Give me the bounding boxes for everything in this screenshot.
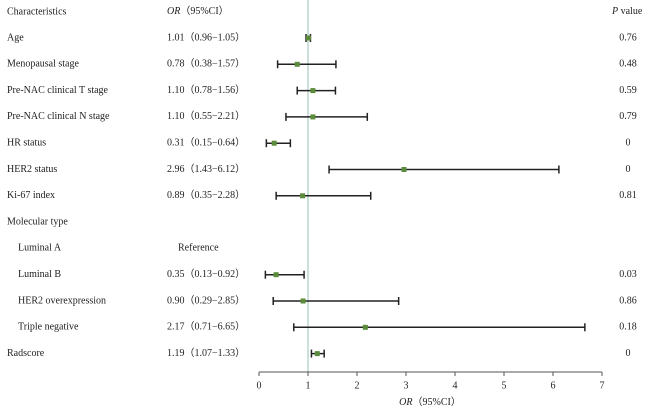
row-label: Pre-NAC clinical N stage — [7, 111, 110, 122]
or-label: Reference — [178, 243, 219, 254]
row-label: Luminal A — [18, 243, 62, 254]
p-value: 0.76 — [619, 32, 637, 43]
x-tick-label: 5 — [502, 380, 507, 391]
or-marker — [271, 140, 277, 146]
p-value: 0 — [626, 164, 631, 175]
or-marker — [305, 35, 311, 41]
p-value: 0.18 — [619, 322, 637, 333]
or-marker — [273, 272, 279, 278]
x-tick-label: 1 — [306, 380, 311, 391]
row-label: Ki-67 index — [7, 190, 55, 201]
or-marker — [300, 193, 306, 199]
or-marker — [294, 61, 300, 67]
p-value: 0.81 — [619, 190, 637, 201]
header-p: P value — [611, 6, 643, 17]
or-marker — [314, 351, 320, 357]
or-marker — [310, 88, 316, 94]
or-marker — [300, 298, 306, 304]
x-tick-label: 6 — [551, 380, 556, 391]
row-label: HER2 status — [7, 164, 57, 175]
or-marker — [310, 114, 316, 120]
or-label: 0.78（0.38−1.57） — [167, 58, 245, 70]
x-tick-label: 0 — [257, 380, 262, 391]
header-p-italic: P — [611, 6, 618, 17]
row-label: Radscore — [7, 348, 45, 359]
p-value: 0.48 — [619, 59, 637, 70]
or-label: 0.31（0.15−0.64） — [167, 136, 245, 148]
row-label: Age — [7, 32, 24, 43]
or-label: 1.10（0.78−1.56） — [167, 84, 245, 96]
x-axis-label: OR（95%CI） — [399, 396, 461, 408]
or-label: 1.10（0.55−2.21） — [167, 110, 245, 122]
x-tick-label: 7 — [600, 380, 605, 391]
or-label: 1.19（1.07−1.33） — [167, 347, 245, 359]
header-characteristics: Characteristics — [7, 6, 67, 17]
x-tick-label: 4 — [453, 380, 458, 391]
header-p-rest: value — [618, 6, 643, 17]
row-label: HR status — [7, 137, 46, 148]
x-tick-label: 2 — [355, 380, 360, 391]
or-label: 2.17（0.71−6.65） — [167, 321, 245, 333]
p-value: 0 — [626, 348, 631, 359]
header-or-italic: OR — [167, 6, 180, 17]
or-label: 0.89（0.35−2.28） — [167, 189, 245, 201]
p-value: 0.03 — [619, 269, 637, 280]
p-value: 0.59 — [619, 85, 637, 96]
x-label-italic: OR — [399, 397, 412, 408]
header-or-rest: （95%CI） — [180, 5, 228, 17]
or-label: 1.01（0.96−1.05） — [167, 31, 245, 43]
or-label: 0.90（0.29−2.85） — [167, 294, 245, 306]
row-label: HER2 overexpression — [18, 295, 106, 306]
row-label: Luminal B — [18, 269, 61, 280]
header-or: OR（95%CI） — [167, 5, 229, 17]
p-value: 0.86 — [619, 295, 637, 306]
x-label-rest: （95%CI） — [413, 396, 461, 408]
or-label: 2.96（1.43−6.12） — [167, 163, 245, 175]
or-label: 0.35（0.13−0.92） — [167, 268, 245, 280]
row-label: Triple negative — [18, 322, 79, 333]
row-label: Pre-NAC clinical T stage — [7, 85, 109, 96]
row-label: Molecular type — [7, 216, 68, 227]
x-tick-label: 3 — [404, 380, 409, 391]
or-marker — [401, 167, 407, 172]
p-value: 0 — [626, 137, 631, 148]
p-value: 0.79 — [619, 111, 637, 122]
or-marker — [362, 324, 368, 330]
row-label: Menopausal stage — [7, 59, 79, 70]
